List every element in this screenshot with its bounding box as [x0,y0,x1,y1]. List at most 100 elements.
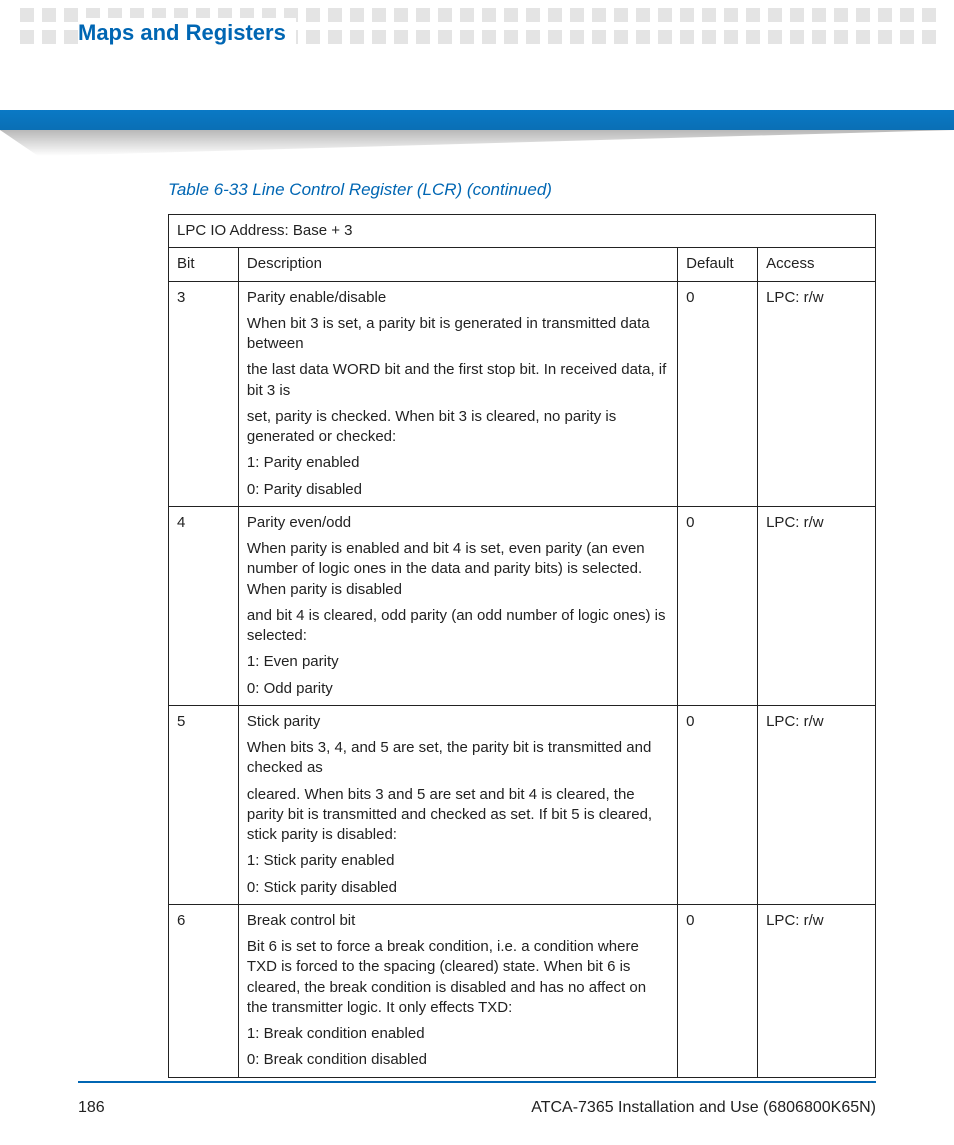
description-line: Break control bit [247,911,669,931]
table-row: 6Break control bitBit 6 is set to force … [169,904,876,1077]
pattern-square [614,8,628,22]
pattern-square [548,30,562,44]
pattern-square [350,8,364,22]
pattern-square [394,30,408,44]
table-header-row: Bit Description Default Access [169,248,876,281]
pattern-square [548,8,562,22]
pattern-square [328,30,342,44]
pattern-square [680,8,694,22]
header-accent-bar [0,110,954,130]
pattern-square [812,30,826,44]
pattern-square [592,30,606,44]
cell-access: LPC: r/w [758,705,876,904]
description-line: 0: Odd parity [247,679,669,699]
pattern-square [482,30,496,44]
page-number: 186 [78,1099,105,1117]
cell-access: LPC: r/w [758,281,876,506]
pattern-square [460,8,474,22]
description-line: 0: Break condition disabled [247,1050,669,1070]
pattern-square [834,8,848,22]
cell-description: Parity enable/disable When bit 3 is set, … [238,281,677,506]
description-line: Stick parity [247,712,669,732]
doc-title: ATCA-7365 Installation and Use (6806800K… [531,1099,876,1117]
table-address-row: LPC IO Address: Base + 3 [169,215,876,248]
pattern-square [372,30,386,44]
pattern-square [922,8,936,22]
pattern-square [306,30,320,44]
cell-access: LPC: r/w [758,904,876,1077]
pattern-square [636,30,650,44]
pattern-square [394,8,408,22]
cell-access: LPC: r/w [758,506,876,705]
description-line: Parity even/odd [247,513,669,533]
pattern-square [20,8,34,22]
pattern-square [504,8,518,22]
pattern-square [372,8,386,22]
header-shadow [0,130,954,156]
pattern-square [42,8,56,22]
description-line: When bit 3 is set, a parity bit is gener… [247,314,669,355]
description-line: the last data WORD bit and the first sto… [247,360,669,401]
description-line: 0: Stick parity disabled [247,878,669,898]
footer-rule [78,1081,876,1083]
pattern-square [42,30,56,44]
pattern-square [768,8,782,22]
pattern-square [658,30,672,44]
pattern-square [526,30,540,44]
register-table: LPC IO Address: Base + 3 Bit Description… [168,214,876,1078]
pattern-square [328,8,342,22]
pattern-square [614,30,628,44]
pattern-square [856,8,870,22]
content-area: Table 6-33 Line Control Register (LCR) (… [78,180,876,1078]
col-header-default: Default [678,248,758,281]
pattern-square [878,30,892,44]
pattern-square [878,8,892,22]
cell-bit: 6 [169,904,239,1077]
pattern-square [790,30,804,44]
pattern-square [724,8,738,22]
pattern-square [438,8,452,22]
table-row: 4 Parity even/odd When parity is enabled a… [169,506,876,705]
cell-default: 0 [678,705,758,904]
pattern-square [416,8,430,22]
pattern-square [504,30,518,44]
description-line: 0: Parity disabled [247,480,669,500]
page-footer: 186 ATCA-7365 Installation and Use (6806… [78,1099,876,1117]
pattern-square [856,30,870,44]
pattern-square [64,30,78,44]
cell-description: Break control bitBit 6 is set to force a… [238,904,677,1077]
pattern-square [900,8,914,22]
pattern-square [658,8,672,22]
pattern-square [526,8,540,22]
document-page: Maps and Registers Table 6-33 Line Contr… [0,0,954,1145]
cell-default: 0 [678,506,758,705]
pattern-square [922,30,936,44]
description-line: and bit 4 is cleared, odd parity (an odd… [247,606,669,647]
pattern-square [306,8,320,22]
description-line: set, parity is checked. When bit 3 is cl… [247,407,669,448]
description-line: 1: Parity enabled [247,453,669,473]
pattern-square [20,30,34,44]
pattern-square [702,30,716,44]
pattern-square [636,8,650,22]
description-line: When bits 3, 4, and 5 are set, the parit… [247,738,669,779]
pattern-square [350,30,364,44]
pattern-square [900,30,914,44]
cell-bit: 3 [169,281,239,506]
pattern-square [812,8,826,22]
table-row: 3 Parity enable/disable When bit 3 is set,… [169,281,876,506]
description-line: 1: Even parity [247,652,669,672]
cell-bit: 4 [169,506,239,705]
cell-description: Stick parity When bits 3, 4, and 5 are se… [238,705,677,904]
table-caption: Table 6-33 Line Control Register (LCR) (… [168,180,876,200]
pattern-square [438,30,452,44]
pattern-square [482,8,496,22]
description-line: When parity is enabled and bit 4 is set,… [247,539,669,600]
table-row: 5 Stick parity When bits 3, 4, and 5 are s… [169,705,876,904]
pattern-square [768,30,782,44]
pattern-square [746,30,760,44]
cell-default: 0 [678,904,758,1077]
col-header-access: Access [758,248,876,281]
cell-bit: 5 [169,705,239,904]
description-line: Parity enable/disable [247,288,669,308]
